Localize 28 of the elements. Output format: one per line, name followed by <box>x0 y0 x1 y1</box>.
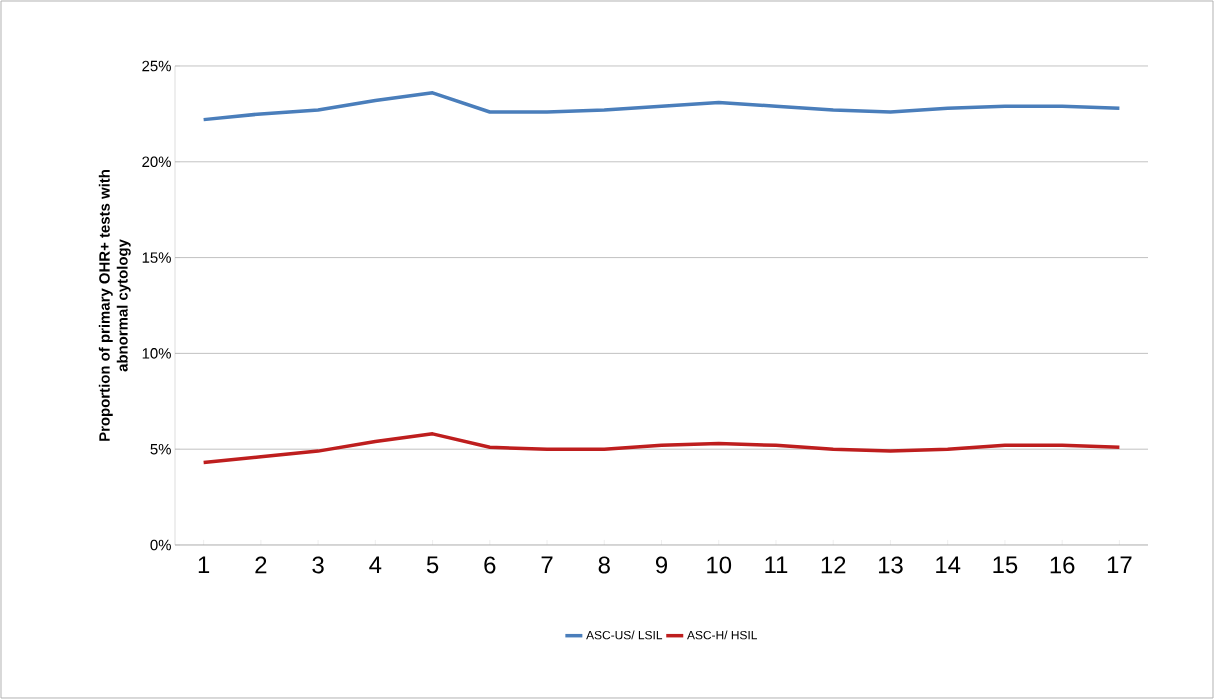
x-tick-label: 17 <box>1107 556 1132 573</box>
x-tick-label: 8 <box>598 556 610 574</box>
legend-label: ASC-H/ HSIL <box>687 630 758 640</box>
x-tick-label: 3 <box>312 556 324 574</box>
x-tick-label: 9 <box>655 556 668 574</box>
line-series <box>201 91 1122 122</box>
x-tick-label: 10 <box>707 556 732 574</box>
y-tick-label: 5% <box>150 443 171 455</box>
x-tick-label: 13 <box>878 556 903 574</box>
y-tick-label: 20% <box>142 156 171 168</box>
x-tick-label: 15 <box>993 556 1018 574</box>
legend-label: ASC-US/ LSIL <box>586 630 663 640</box>
x-tick-label: 11 <box>765 556 788 573</box>
x-tick-label: 7 <box>541 556 553 573</box>
x-tick-label: 16 <box>1050 556 1075 574</box>
y-tick-label: 0% <box>150 539 171 551</box>
x-tick-label: 4 <box>369 556 382 573</box>
x-tick-label: 2 <box>255 556 267 574</box>
line-series <box>201 432 1122 465</box>
x-tick-label: 1 <box>198 556 210 573</box>
x-tick-label: 5 <box>426 556 439 574</box>
y-tick-label: 15% <box>142 252 171 263</box>
y-axis-title: Proportion of primary OHR+ tests with abnormal cytology <box>98 170 131 441</box>
x-tick-label: 14 <box>936 556 961 573</box>
y-tick-label: 25% <box>142 60 171 72</box>
x-tick-label: 6 <box>484 556 496 574</box>
x-tick-label: 12 <box>821 556 846 574</box>
y-tick-label: 10% <box>142 348 171 359</box>
